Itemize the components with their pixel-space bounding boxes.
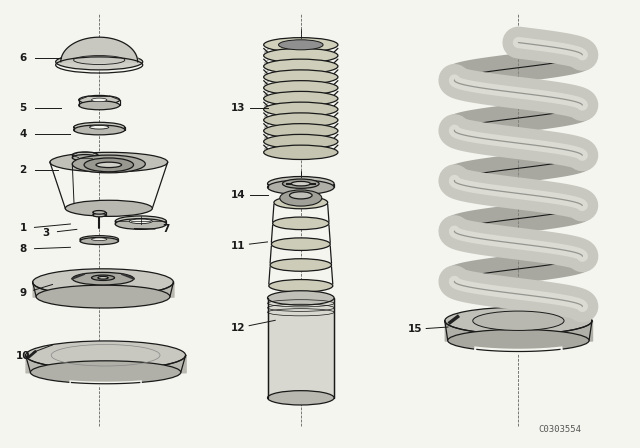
Text: 8: 8 <box>19 244 27 254</box>
Ellipse shape <box>65 200 152 216</box>
Ellipse shape <box>26 341 186 370</box>
Ellipse shape <box>80 236 118 243</box>
Ellipse shape <box>79 101 120 110</box>
Ellipse shape <box>264 38 338 52</box>
Ellipse shape <box>273 217 329 229</box>
Ellipse shape <box>72 155 145 173</box>
Text: 3: 3 <box>42 228 50 238</box>
Ellipse shape <box>50 152 168 172</box>
Ellipse shape <box>264 70 338 84</box>
Ellipse shape <box>278 40 323 50</box>
Text: 5: 5 <box>19 103 27 112</box>
Ellipse shape <box>74 125 125 135</box>
Ellipse shape <box>448 329 589 352</box>
Ellipse shape <box>33 269 173 296</box>
Text: 4: 4 <box>19 129 27 139</box>
Text: 15: 15 <box>408 324 422 334</box>
Ellipse shape <box>92 238 107 241</box>
Ellipse shape <box>264 48 338 63</box>
Ellipse shape <box>264 59 338 73</box>
Ellipse shape <box>268 180 334 194</box>
Ellipse shape <box>264 145 338 159</box>
Text: 7: 7 <box>163 224 170 234</box>
Ellipse shape <box>31 361 181 384</box>
Ellipse shape <box>264 134 338 149</box>
Ellipse shape <box>92 275 115 280</box>
Ellipse shape <box>289 192 312 199</box>
Ellipse shape <box>264 113 338 127</box>
Ellipse shape <box>92 98 107 102</box>
Ellipse shape <box>270 259 332 271</box>
Text: 13: 13 <box>231 103 245 112</box>
Text: 6: 6 <box>19 53 27 63</box>
Ellipse shape <box>274 196 328 209</box>
Text: 9: 9 <box>19 289 27 298</box>
Ellipse shape <box>74 122 125 132</box>
Ellipse shape <box>268 391 334 405</box>
Ellipse shape <box>115 219 166 229</box>
Ellipse shape <box>84 158 134 172</box>
Ellipse shape <box>264 102 338 116</box>
Ellipse shape <box>72 272 134 285</box>
Ellipse shape <box>56 54 143 70</box>
Ellipse shape <box>445 307 592 334</box>
Text: 11: 11 <box>231 241 245 250</box>
Ellipse shape <box>271 238 330 250</box>
Ellipse shape <box>93 213 106 217</box>
Ellipse shape <box>264 91 338 106</box>
Ellipse shape <box>129 219 152 224</box>
Ellipse shape <box>264 81 338 95</box>
Ellipse shape <box>98 276 108 279</box>
Ellipse shape <box>36 285 170 308</box>
Text: 12: 12 <box>231 323 245 333</box>
Ellipse shape <box>72 152 98 158</box>
Text: 14: 14 <box>231 190 245 200</box>
Ellipse shape <box>264 124 338 138</box>
Text: 10: 10 <box>16 351 30 361</box>
Ellipse shape <box>93 211 106 214</box>
Ellipse shape <box>473 311 564 331</box>
Ellipse shape <box>90 125 109 129</box>
Ellipse shape <box>268 177 334 191</box>
Ellipse shape <box>291 181 310 186</box>
Ellipse shape <box>72 155 98 161</box>
Text: 1: 1 <box>19 224 27 233</box>
Ellipse shape <box>280 190 322 206</box>
Ellipse shape <box>115 216 166 227</box>
Text: C0303554: C0303554 <box>538 425 582 434</box>
Ellipse shape <box>96 162 122 168</box>
Ellipse shape <box>80 237 118 245</box>
Ellipse shape <box>282 179 319 188</box>
Ellipse shape <box>79 95 120 104</box>
Ellipse shape <box>269 280 333 292</box>
Ellipse shape <box>268 291 334 305</box>
Text: 2: 2 <box>19 165 27 175</box>
